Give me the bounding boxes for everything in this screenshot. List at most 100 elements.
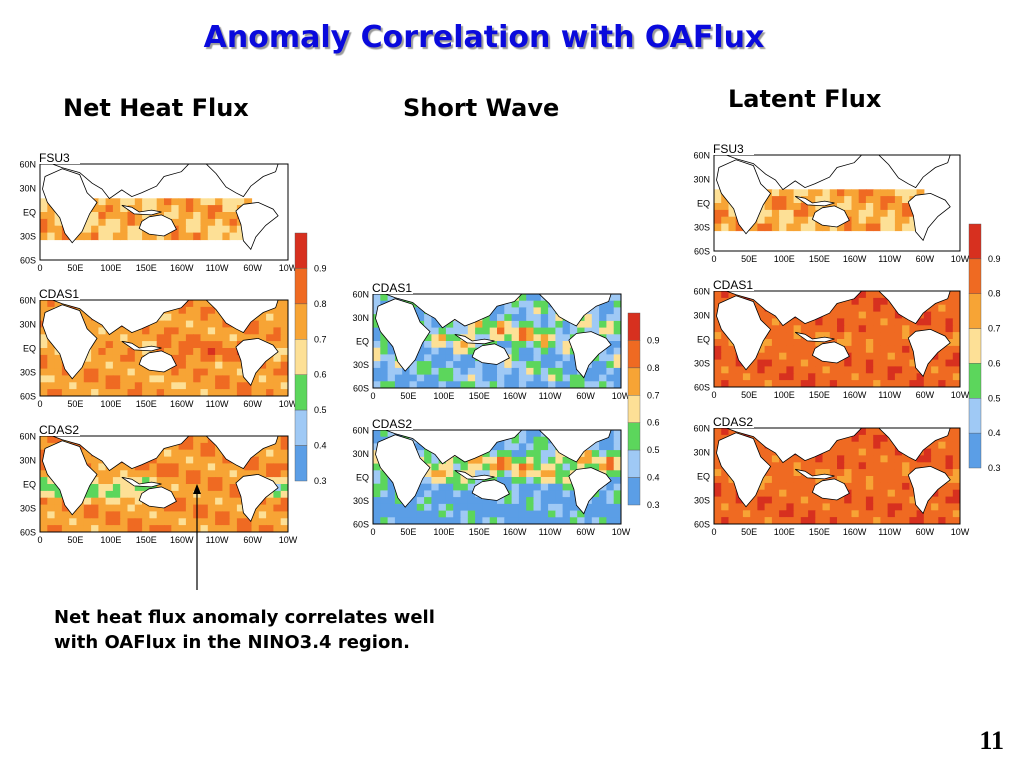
field-cell (40, 225, 48, 234)
field-cell (548, 374, 556, 382)
lon-tick-label: 10W (279, 263, 298, 273)
field-cell (599, 436, 607, 444)
field-cell (800, 517, 809, 524)
field-cell (916, 462, 925, 470)
field-cell (511, 374, 520, 382)
continent-outline (568, 467, 612, 515)
field-cell (489, 327, 498, 335)
field-cell (185, 470, 194, 478)
field-cell (251, 334, 260, 342)
field-cell (445, 456, 454, 465)
field-cell (142, 212, 150, 220)
field-cell (445, 320, 454, 329)
field-cell (475, 381, 483, 388)
field-cell (945, 297, 954, 306)
field-cell (540, 361, 549, 369)
field-cell (786, 496, 795, 505)
field-cell (533, 314, 542, 322)
field-cell (193, 212, 202, 220)
colorbar-label: 0.3 (314, 476, 327, 486)
field-cell (779, 380, 787, 387)
field-cell (453, 477, 462, 485)
field-cell (909, 489, 918, 498)
field-cell (599, 463, 607, 471)
field-cell (251, 389, 260, 396)
field-cell (215, 313, 223, 322)
field-cell (584, 320, 593, 329)
field-cell (40, 504, 48, 513)
field-cell (829, 517, 838, 524)
field-cell (865, 366, 874, 374)
field-cell (112, 463, 121, 471)
field-cell (584, 503, 593, 512)
field-cell (902, 352, 910, 361)
field-cell (134, 212, 143, 220)
lat-tick-label: 30N (352, 449, 369, 459)
field-cell (387, 347, 396, 355)
field-cell (923, 311, 932, 320)
field-cell (865, 332, 874, 340)
field-cell (40, 205, 48, 213)
field-cell (750, 510, 758, 518)
field-cell (786, 462, 795, 470)
map-frame (372, 293, 622, 389)
continent-outline (538, 430, 612, 463)
field-cell (511, 463, 520, 471)
field-cell (764, 352, 773, 361)
field-cell (171, 449, 180, 458)
field-cell (786, 189, 795, 197)
field-cell (266, 518, 274, 526)
field-cell (837, 517, 845, 524)
field-cell (757, 311, 766, 320)
field-cell (467, 477, 476, 485)
field-cell (424, 497, 432, 505)
field-cell (613, 497, 621, 505)
field-cell (779, 325, 787, 333)
field-cell (909, 216, 918, 225)
field-cell (518, 354, 527, 362)
field-cell (215, 389, 223, 396)
field-cell (599, 361, 607, 369)
field-cell (938, 441, 947, 450)
panel-label-bg (712, 142, 754, 155)
field-cell (865, 489, 874, 498)
field-cell (728, 428, 737, 436)
field-cell (822, 325, 831, 333)
field-cell (215, 518, 223, 526)
field-cell (497, 334, 505, 342)
field-cell (518, 483, 527, 491)
field-cell (215, 368, 223, 377)
field-cell (851, 359, 860, 368)
field-cell (482, 463, 491, 471)
field-cell (387, 483, 396, 491)
field-cell (829, 510, 838, 518)
field-cell (555, 367, 564, 376)
field-cell (858, 469, 867, 477)
field-cell (771, 189, 780, 197)
field-cell (69, 382, 78, 390)
field-cell (793, 332, 802, 340)
field-cell (945, 366, 954, 374)
field-cell (952, 489, 960, 498)
field-cell (149, 375, 158, 383)
field-cell (258, 368, 267, 377)
page-number: 11 (979, 726, 1004, 755)
lon-tick-label: 100E (100, 535, 121, 545)
field-cell (156, 198, 165, 206)
field-cell (497, 517, 505, 524)
field-cell (938, 434, 947, 443)
field-cell (858, 203, 867, 211)
field-cell (562, 497, 571, 505)
field-cell (851, 203, 860, 211)
field-cell (244, 525, 253, 532)
field-cell (728, 366, 737, 374)
field-cell (786, 223, 795, 232)
field-cell (475, 361, 483, 369)
field-cell (606, 367, 615, 376)
field-cell (555, 327, 564, 335)
field-cell (222, 504, 231, 513)
field-cell (127, 232, 136, 241)
field-cell (273, 463, 282, 471)
field-cell (540, 314, 549, 322)
field-cell (467, 517, 476, 524)
